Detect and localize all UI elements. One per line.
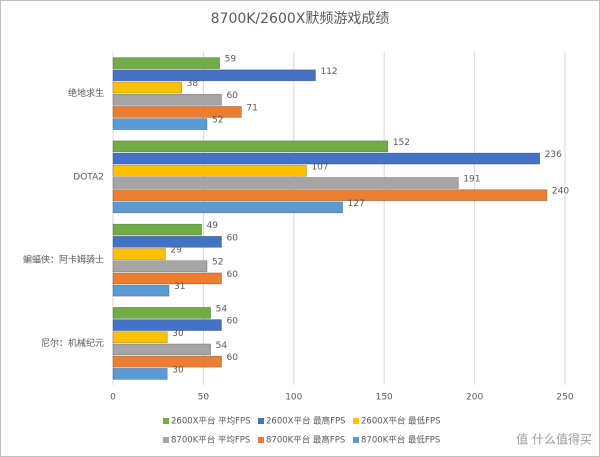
data-label: 240 bbox=[552, 187, 569, 197]
data-label: 59 bbox=[225, 55, 237, 65]
legend-marker bbox=[163, 418, 169, 424]
data-label: 29 bbox=[170, 246, 182, 256]
bar bbox=[112, 260, 208, 273]
legend-label: 8700K平台 最低FPS bbox=[361, 435, 440, 446]
legend-marker bbox=[258, 418, 264, 424]
data-label: 52 bbox=[212, 258, 223, 268]
legend-label: 8700K平台 平均FPS bbox=[171, 435, 250, 446]
y-tick-label: DOTA2 bbox=[73, 172, 104, 182]
data-label: 60 bbox=[226, 233, 238, 243]
y-tick-label: 绝地求生 bbox=[68, 87, 104, 99]
x-tick-label: 200 bbox=[466, 393, 483, 403]
data-label: 112 bbox=[320, 67, 337, 77]
x-tick-label: 100 bbox=[285, 393, 302, 403]
bar bbox=[112, 236, 222, 248]
bar bbox=[112, 118, 208, 130]
data-label: 38 bbox=[187, 79, 199, 89]
bar bbox=[112, 57, 220, 69]
bar bbox=[112, 164, 307, 177]
bar bbox=[112, 106, 242, 118]
legend-marker bbox=[353, 418, 359, 424]
bar bbox=[112, 177, 459, 189]
bar bbox=[112, 223, 202, 236]
y-tick-label: 尼尔：机械纪元 bbox=[41, 337, 104, 349]
legend-label: 8700K平台 最高FPS bbox=[266, 435, 345, 446]
watermark: 值 什么值得买 bbox=[516, 432, 592, 447]
data-label: 60 bbox=[226, 270, 238, 280]
bar bbox=[112, 152, 540, 165]
data-label: 52 bbox=[212, 116, 223, 126]
data-label: 60 bbox=[226, 91, 238, 101]
bar bbox=[112, 201, 343, 214]
bar bbox=[112, 189, 548, 201]
data-label: 236 bbox=[545, 150, 562, 160]
bar bbox=[112, 368, 168, 380]
legend-label: 2600X平台 最高FPS bbox=[266, 416, 346, 427]
bar bbox=[112, 140, 389, 153]
bar bbox=[112, 93, 222, 106]
y-tick-label: 蝙蝠侠：阿卡姆骑士 bbox=[23, 254, 104, 266]
data-label: 191 bbox=[463, 174, 480, 184]
data-label: 60 bbox=[226, 353, 238, 363]
data-label: 30 bbox=[172, 365, 184, 375]
data-label: 54 bbox=[216, 341, 228, 351]
legend-marker bbox=[163, 437, 169, 443]
data-label: 54 bbox=[216, 304, 228, 314]
data-label: 107 bbox=[311, 162, 328, 172]
bar bbox=[112, 284, 170, 297]
bar bbox=[112, 69, 316, 82]
data-label: 60 bbox=[226, 317, 238, 327]
bar bbox=[112, 343, 211, 356]
data-label: 30 bbox=[172, 329, 184, 339]
bar bbox=[112, 331, 168, 344]
x-tick-label: 150 bbox=[376, 393, 393, 403]
x-tick-label: 250 bbox=[556, 393, 573, 403]
data-label: 152 bbox=[393, 138, 410, 148]
bar bbox=[112, 307, 211, 319]
bar bbox=[112, 248, 166, 260]
bar bbox=[112, 81, 183, 94]
data-label: 31 bbox=[174, 282, 185, 292]
legend-label: 2600X平台 最低FPS bbox=[361, 416, 441, 427]
legend-label: 2600X平台 平均FPS bbox=[171, 416, 251, 427]
data-label: 49 bbox=[207, 221, 219, 231]
data-label: 127 bbox=[348, 199, 365, 209]
x-tick-label: 50 bbox=[198, 393, 210, 403]
legend-marker bbox=[258, 437, 264, 443]
bar bbox=[112, 319, 222, 331]
chart-title: 8700K/2600X默频游戏成绩 bbox=[211, 11, 390, 27]
data-label: 71 bbox=[246, 103, 257, 113]
bar bbox=[112, 272, 222, 285]
bar bbox=[112, 355, 222, 368]
x-tick-label: 0 bbox=[110, 393, 116, 403]
legend-marker bbox=[353, 437, 359, 443]
